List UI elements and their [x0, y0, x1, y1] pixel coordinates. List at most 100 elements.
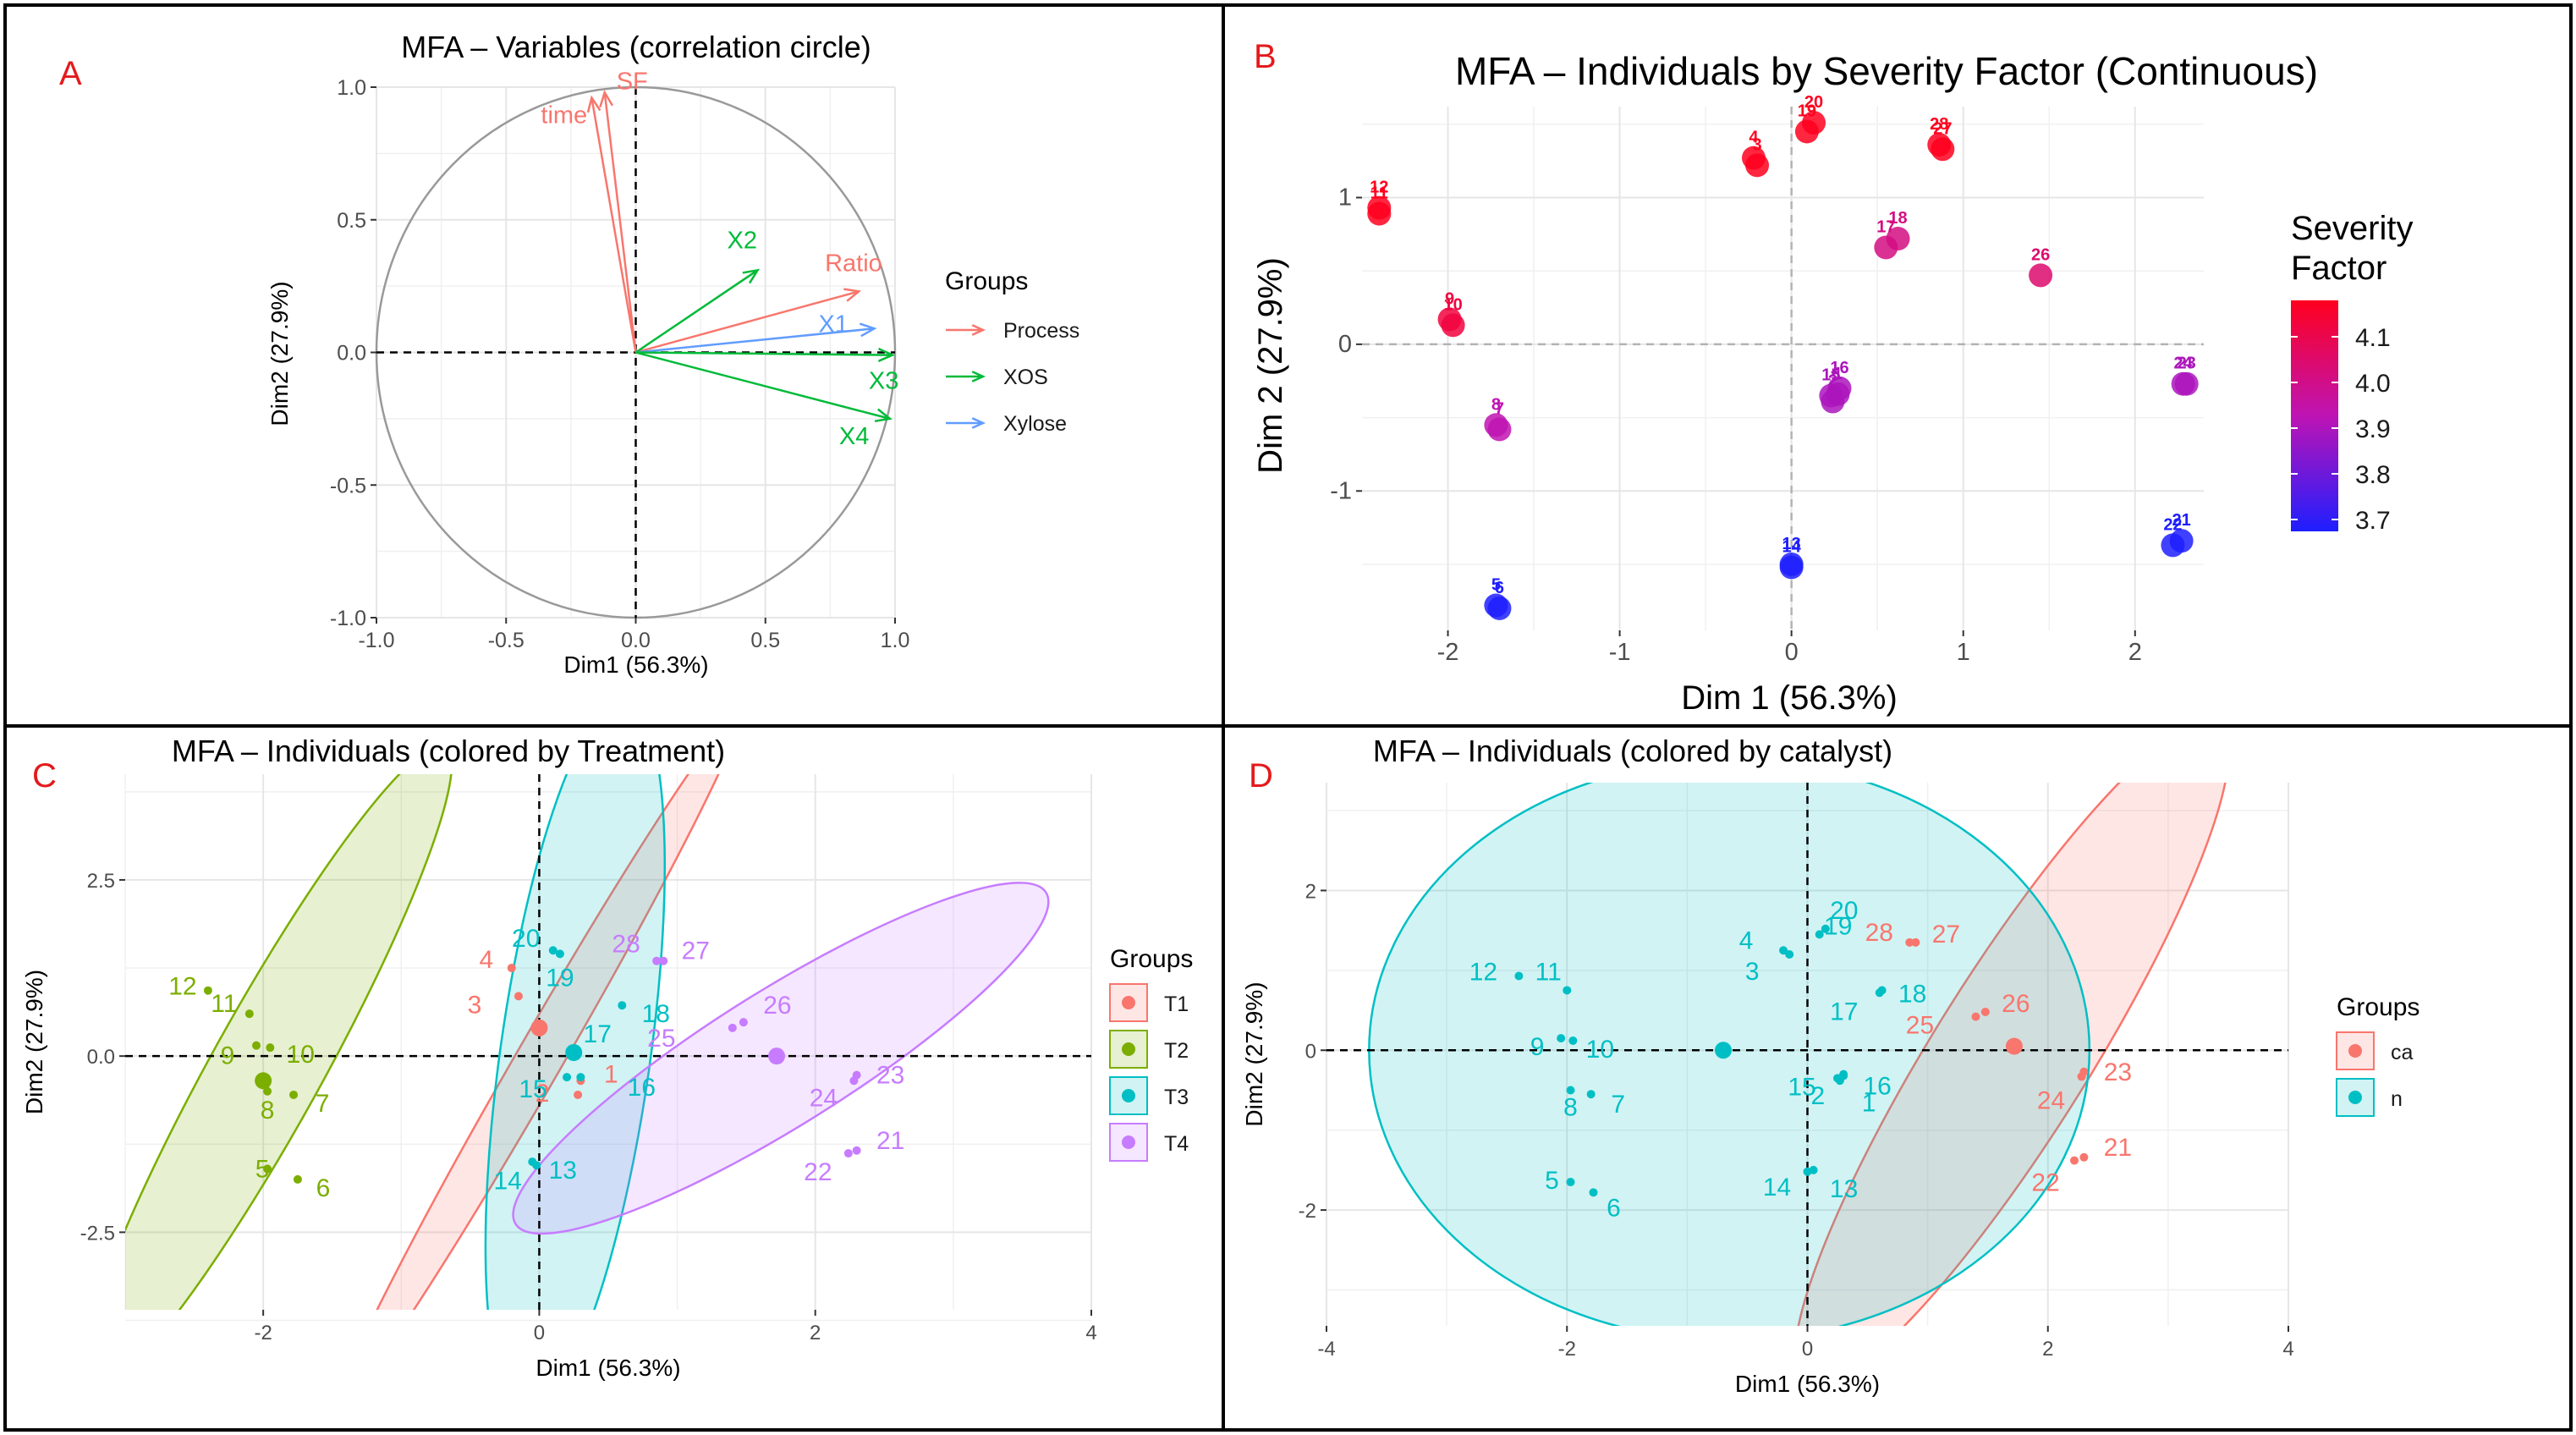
point-label-22: 22 — [2031, 1169, 2059, 1197]
point-label-5: 5 — [1545, 1167, 1559, 1195]
point-23 — [2174, 371, 2199, 396]
y-tick-label: 0.0 — [87, 1046, 115, 1069]
legend-key-dot-T1 — [1122, 996, 1135, 1009]
point-label-8: 8 — [261, 1097, 275, 1124]
point-14 — [532, 1161, 541, 1170]
point-26 — [739, 1018, 748, 1027]
point-label-1: 1 — [604, 1060, 618, 1088]
vector-label-X4: X4 — [839, 423, 869, 450]
point-16 — [576, 1073, 585, 1082]
point-label-1: 1 — [1862, 1089, 1876, 1117]
legend-key-dot-ca — [2348, 1044, 2362, 1058]
x-tick-label: -2 — [1437, 639, 1459, 666]
point-label-24: 24 — [2037, 1086, 2065, 1114]
point-1 — [1839, 1071, 1848, 1080]
colorbar — [2291, 300, 2338, 531]
arrowhead — [971, 417, 986, 429]
y-tick-label: 2.5 — [87, 870, 115, 893]
legend-label-T2: T2 — [1164, 1039, 1189, 1063]
point-label-8: 8 — [1563, 1093, 1578, 1121]
panel-letter: C — [32, 757, 57, 794]
point-6 — [1589, 1188, 1598, 1197]
x-tick-label: -2 — [1558, 1338, 1576, 1361]
point-label-18: 18 — [1898, 980, 1926, 1008]
point-label-16: 16 — [628, 1074, 656, 1102]
legend-label-ca: ca — [2391, 1041, 2414, 1064]
chart-title: MFA – Individuals by Severity Factor (Co… — [1455, 49, 2318, 93]
arrowhead — [971, 324, 986, 336]
point-12 — [203, 986, 212, 995]
legend-title-line2: Factor — [2291, 250, 2387, 287]
y-tick-label: 0.5 — [337, 209, 366, 233]
x-tick-label: -1 — [1609, 639, 1631, 666]
arrowhead — [586, 95, 601, 113]
point-label-24: 24 — [810, 1084, 838, 1112]
arrowhead — [843, 288, 862, 302]
y-tick-label: -2 — [1299, 1200, 1316, 1223]
point-21 — [852, 1146, 861, 1155]
point-26 — [1980, 1007, 1990, 1016]
colorbar-label: 3.8 — [2355, 461, 2391, 489]
point-label-1: 1 — [1833, 365, 1843, 383]
point-label-13: 13 — [1830, 1175, 1858, 1203]
point-label-9: 9 — [221, 1042, 235, 1070]
panel-letter: A — [59, 55, 82, 92]
point-label-15: 15 — [519, 1075, 547, 1103]
point-label-8: 8 — [1491, 395, 1501, 414]
point-label-5: 5 — [1491, 576, 1501, 595]
point-label-4: 4 — [1749, 129, 1759, 147]
point-28 — [652, 956, 662, 965]
point-label-27: 27 — [682, 937, 710, 965]
point-3 — [514, 992, 523, 1001]
point-18 — [1886, 227, 1910, 251]
point-label-3: 3 — [468, 991, 482, 1019]
arrowhead — [877, 347, 896, 362]
point-20 — [548, 946, 557, 955]
vector-X4 — [635, 351, 891, 421]
point-17 — [569, 1044, 579, 1053]
point-label-4: 4 — [479, 946, 493, 974]
x-tick-label: 0 — [1802, 1338, 1813, 1361]
point-label-18: 18 — [642, 1000, 670, 1028]
chart-title: MFA – Individuals (colored by Treatment) — [172, 734, 725, 768]
legend-label-Xylose: Xylose — [1003, 412, 1067, 436]
x-tick-label: 1.0 — [881, 629, 910, 652]
point-label-26: 26 — [2002, 990, 2029, 1018]
panel-b: -2 -1 0 1 210-112119108756431920282717182615… — [1252, 49, 2414, 717]
point-11 — [244, 1009, 254, 1019]
point-label-25: 25 — [647, 1025, 675, 1053]
arrowhead — [874, 408, 893, 423]
x-tick-label: -0.5 — [488, 629, 525, 652]
point-label-27: 27 — [1933, 119, 1952, 138]
vector-SF — [603, 92, 637, 353]
point-7 — [289, 1090, 299, 1099]
chart-title: MFA – Individuals (colored by catalyst) — [1373, 734, 1892, 768]
y-tick-label: 2 — [1305, 880, 1316, 903]
point-3 — [1785, 949, 1794, 959]
x-axis-label: Dim 1 (56.3%) — [1681, 679, 1898, 717]
y-axis-label: Dim2 (27.9%) — [1241, 981, 1267, 1126]
point-label-10: 10 — [1586, 1036, 1614, 1064]
legend-key-dot-T4 — [1122, 1135, 1135, 1149]
point-5 — [1566, 1178, 1575, 1187]
legend-label-T1: T1 — [1164, 992, 1189, 1016]
x-tick-label: 0 — [534, 1322, 545, 1344]
point-label-10: 10 — [287, 1041, 315, 1069]
point-label-14: 14 — [1782, 537, 1802, 556]
point-3 — [1745, 153, 1770, 178]
point-27 — [1911, 937, 1920, 947]
y-tick-label: 0 — [1305, 1040, 1316, 1063]
group-mean-ca — [2005, 1037, 2023, 1055]
x-tick-label: 2 — [2042, 1338, 2053, 1361]
point-1 — [1826, 382, 1850, 406]
x-axis-label: Dim1 (56.3%) — [563, 652, 708, 678]
arrowhead — [860, 322, 877, 338]
x-tick-label: 2 — [2128, 639, 2142, 666]
point-label-6: 6 — [1607, 1194, 1621, 1222]
point-25 — [1971, 1012, 1980, 1021]
point-label-12: 12 — [1370, 179, 1388, 197]
vector-label-X2: X2 — [728, 227, 757, 254]
point-label-21: 21 — [2104, 1134, 2132, 1162]
point-label-3: 3 — [1745, 958, 1760, 986]
legend-key-dot-T2 — [1122, 1042, 1135, 1056]
